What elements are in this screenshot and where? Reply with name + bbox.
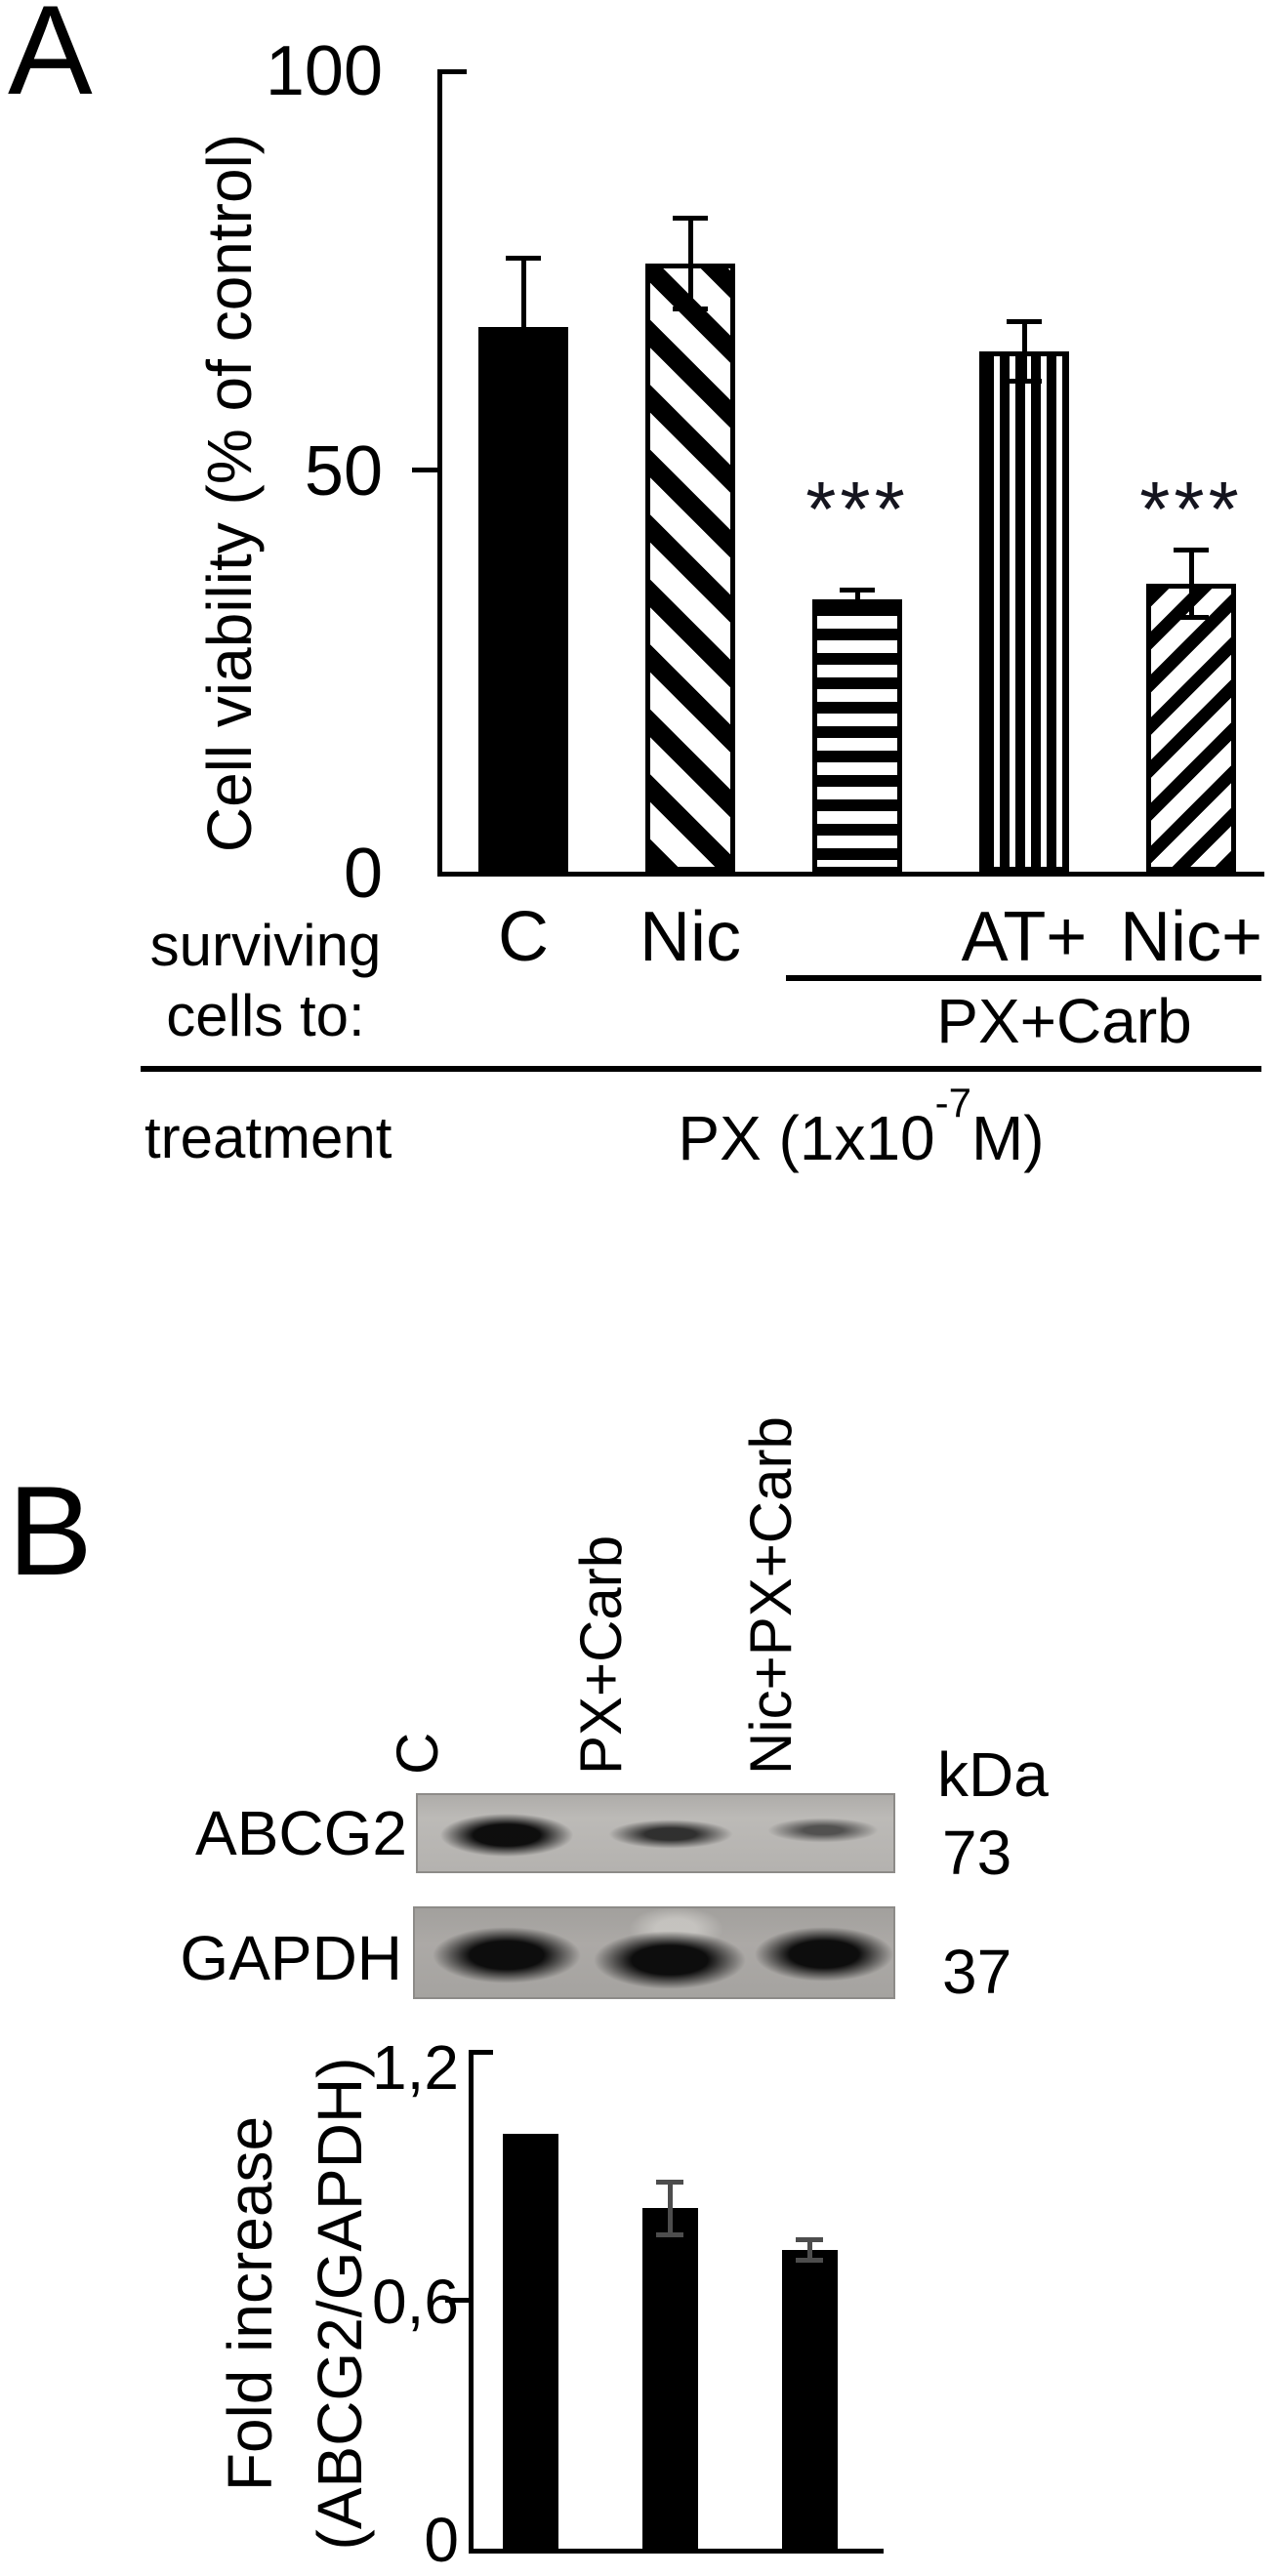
panel-b-tick-1.2 [474,2050,493,2055]
panel-a-ytick-50: 50 [304,432,383,511]
treatment-value-base: PX (1x10 [678,1103,935,1173]
panel-b-protein-label-abcg2: ABCG2 [195,1798,407,1868]
error-bar-cap-bottom [1174,615,1209,620]
panel-b-tick-0.6 [445,2298,469,2303]
panel-b-kda-label: kDa [937,1739,1049,1810]
error-bar-stem [807,2237,812,2263]
panel-a-treatment-divider-line [141,1066,1261,1072]
treatment-value-exponent: -7 [934,1079,971,1125]
panel-a-x-axis-line [437,872,1264,877]
panel-a-ytick-0: 0 [343,835,383,913]
blot-band-abcg2-lane2 [603,1819,738,1850]
error-bar-cap-top [506,256,541,261]
error-bar-stem [688,216,693,311]
panel-a-group-label: PX+Carb [936,986,1192,1056]
panel-a-treatment-row-label: treatment [144,1105,392,1170]
panel-b-y-axis-label-line1: Fold increase [215,2115,285,2492]
error-bar-stem [521,256,526,327]
panel-b-label: B [8,1459,93,1602]
panel-a-group-overline [786,975,1261,981]
panel-a-y-axis-line [437,69,442,877]
x-axis-label-nic: Nic [640,898,741,976]
bar-px-carb [812,599,902,872]
panel-b-mw-37: 37 [942,1937,1012,2007]
lane-label-px-carb: PX+Carb [568,1534,634,1775]
western-blot-gapdh [413,1906,895,1999]
panel-b-ytick-0.6: 0,6 [372,2267,459,2337]
blot-band-gapdh-lane2 [591,1930,749,1990]
error-bar-stem [855,588,860,612]
western-blot-abcg2 [416,1793,895,1873]
blot-band-abcg2-lane1 [437,1813,576,1858]
bar-c [478,327,568,872]
x-axis-label-c: C [498,898,549,976]
panel-b-ytick-0: 0 [424,2505,459,2575]
panel-a-ytick-100: 100 [265,32,383,110]
blot-band-abcg2-lane3 [762,1817,885,1844]
error-bar-cap-top [1174,548,1209,552]
blot-band-gapdh-lane3 [752,1926,893,1983]
error-bar-stem [1189,548,1194,620]
panel-a-tick-50 [412,468,437,472]
blot-band-gapdh-lane1 [430,1926,584,1984]
panel-b-mw-73: 73 [942,1818,1012,1888]
panel-a-row-header-line1: surviving [149,913,382,978]
fold-bar-nic-px-carb [781,2250,838,2549]
lane-label-nic-px-carb: Nic+PX+Carb [738,1416,804,1775]
error-bar-stem [668,2180,673,2237]
panel-a-tick-100 [442,69,467,74]
error-bar-stem [1022,319,1027,384]
panel-a-treatment-value: PX (1x10-7M) [617,1082,1105,1169]
treatment-value-suffix: M) [970,1103,1045,1173]
error-bar-cap-bottom [840,607,875,612]
significance-marker: *** [1139,466,1243,552]
panel-b-x-axis-line [469,2549,884,2554]
error-bar-cap-top [1007,319,1042,324]
error-bar-cap-bottom [1007,379,1042,384]
bar-nic-px-carb [1146,584,1236,872]
error-bar-cap-top [656,2180,683,2185]
panel-a-label: A [8,0,93,121]
lane-label-c: C [385,1732,450,1775]
error-bar-cap-bottom [656,2232,683,2237]
panel-b-ytick-1.2: 1,2 [372,2032,459,2103]
bar-nic [645,264,735,872]
error-bar-cap-top [840,588,875,593]
error-bar-cap-bottom [673,307,708,311]
error-bar-cap-top [796,2237,823,2242]
panel-a-row-header-line2: cells to: [166,983,365,1048]
panel-b-y-axis-line [469,2050,474,2554]
error-bar-cap-top [673,216,708,221]
significance-marker: *** [805,466,909,552]
fold-bar-px-carb [641,2208,698,2549]
fold-bar-c [502,2134,558,2549]
panel-b-protein-label-gapdh: GAPDH [180,1923,402,1993]
x-axis-label-nic-: Nic+ [1119,898,1263,976]
blot-artifact [625,1908,727,1953]
x-axis-label-at-: AT+ [961,898,1088,976]
error-bar-cap-bottom [796,2258,823,2263]
bar-at-px-carb [979,351,1069,872]
